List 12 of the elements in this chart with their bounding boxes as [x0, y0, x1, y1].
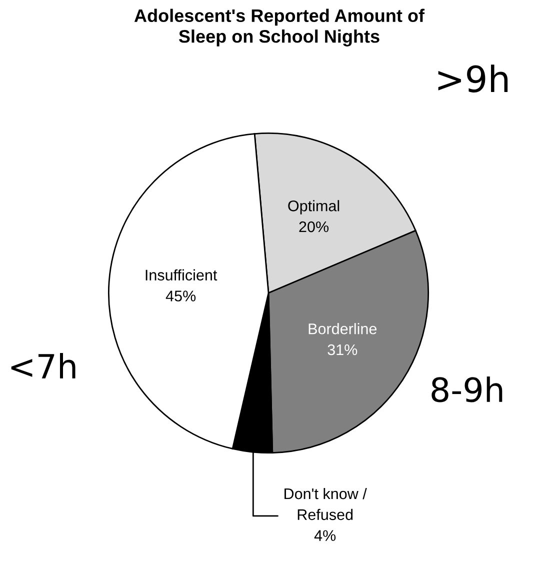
data-label: 45%: [166, 290, 196, 302]
slice-label: Borderline: [308, 323, 377, 334]
data-label: 20%: [299, 221, 329, 232]
data-label: 4%: [314, 530, 336, 541]
text: >9h: [438, 64, 508, 93]
data-label: 31%: [328, 344, 358, 356]
slice-label: Don't know / Refused: [284, 488, 367, 520]
text: 8-9h: [432, 376, 502, 402]
slice-label: Optimal: [288, 200, 340, 214]
text: <7h: [11, 353, 76, 378]
chart-title: Adolescent's Reported Amount of Sleep on School Nights: [134, 8, 425, 46]
slice-label: Insufficient: [146, 269, 218, 281]
